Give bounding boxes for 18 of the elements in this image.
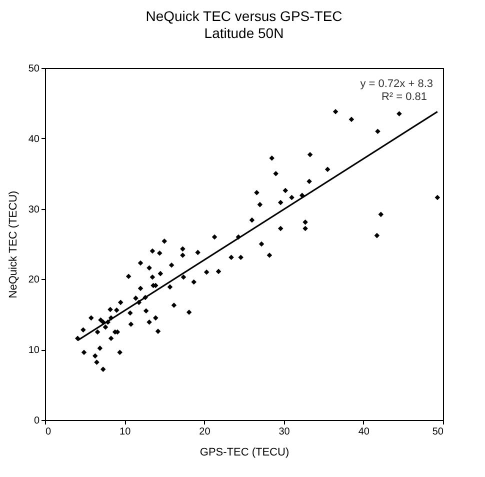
y-tick-label: 50 [28, 64, 40, 74]
annotation: R² = 0.81 [381, 91, 427, 103]
y-tick-label: 40 [28, 134, 40, 145]
annotation: y = 0.72x + 8.3 [360, 78, 433, 90]
x-tick-label: 30 [278, 426, 290, 438]
y-tick-label: 0 [34, 416, 40, 426]
x-axis-title: GPS-TEC (TECU) [200, 446, 290, 458]
y-axis-title: NeQuick TEC (TECU) [7, 190, 20, 298]
x-tick-label: 40 [358, 426, 370, 438]
y-tick-label: 20 [28, 274, 40, 286]
y-tick-label: 10 [28, 345, 40, 356]
x-tick-label: 0 [46, 426, 52, 438]
x-tick-label: 10 [120, 426, 132, 438]
chart-title: NeQuick TEC versus GPS-TEC [146, 8, 342, 24]
x-tick-label: 20 [199, 426, 211, 438]
y-tick-label: 30 [28, 204, 40, 216]
x-tick-label: 50 [432, 426, 444, 438]
chart-subtitle: Latitude 50N [204, 25, 284, 41]
